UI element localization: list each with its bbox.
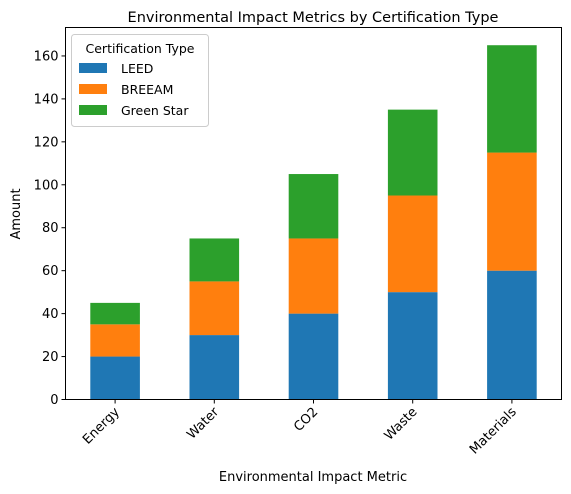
legend-title: Certification Type <box>86 41 195 56</box>
legend-box <box>71 34 209 127</box>
bars-layer <box>90 45 537 400</box>
y-tick-label: 120 <box>34 135 59 150</box>
bar-breeam-water <box>189 281 240 336</box>
y-tick-label: 40 <box>42 307 59 322</box>
chart-title: Environmental Impact Metrics by Certific… <box>128 10 499 26</box>
bar-leed-waste <box>387 292 438 400</box>
bar-green-star-materials <box>487 45 537 153</box>
y-tick-label: 60 <box>42 264 59 279</box>
bar-breeam-co2 <box>288 238 339 314</box>
y-axis-label: Amount <box>9 188 24 239</box>
legend: Certification Type LEED BREEAM Green Star <box>71 34 209 127</box>
bar-leed-energy <box>90 356 140 400</box>
bar-breeam-energy <box>90 324 140 357</box>
legend-swatch <box>79 84 107 94</box>
x-tick-label: CO2 <box>291 405 321 435</box>
y-tick-label: 160 <box>34 49 59 64</box>
x-tick-label: Energy <box>80 405 123 448</box>
y-tick-label: 0 <box>50 393 58 408</box>
bar-green-star-co2 <box>288 174 339 239</box>
bar-breeam-waste <box>387 195 438 293</box>
legend-label: LEED <box>121 61 153 76</box>
x-axis: Energy Water CO2 Waste Materials <box>80 399 520 458</box>
legend-items: LEED BREEAM Green Star <box>79 61 189 118</box>
y-tick-label: 100 <box>34 178 59 193</box>
x-tick-label: Water <box>184 404 222 442</box>
bar-green-star-water <box>189 238 240 282</box>
y-tick-label: 80 <box>42 221 59 236</box>
y-axis: 0 20 40 60 80 100 120 140 160 <box>34 49 66 408</box>
bar-leed-water <box>189 335 240 400</box>
legend-swatch <box>79 105 107 115</box>
x-axis-label: Environmental Impact Metric <box>219 470 407 485</box>
legend-label: BREEAM <box>121 82 173 97</box>
y-tick-label: 20 <box>42 350 59 365</box>
bar-leed-materials <box>487 270 537 400</box>
y-tick-label: 140 <box>34 92 59 107</box>
plot-frame <box>65 27 562 400</box>
legend-swatch <box>79 63 107 73</box>
bar-green-star-energy <box>90 302 140 325</box>
x-tick-label: Waste <box>382 405 421 444</box>
x-tick-label: Materials <box>467 405 520 458</box>
bar-breeam-materials <box>487 152 537 271</box>
legend-label: Green Star <box>121 103 189 118</box>
bar-green-star-waste <box>387 109 438 196</box>
bar-leed-co2 <box>288 313 339 400</box>
